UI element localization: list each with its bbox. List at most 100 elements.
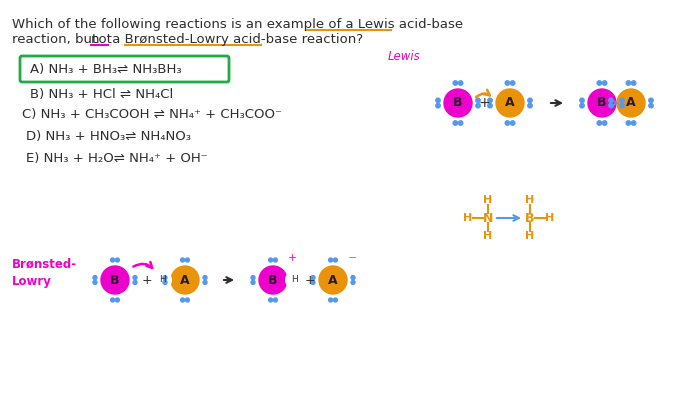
Circle shape: [274, 298, 277, 302]
Circle shape: [510, 81, 514, 85]
Circle shape: [259, 266, 287, 294]
Circle shape: [351, 280, 355, 285]
Text: +: +: [288, 253, 298, 263]
Circle shape: [649, 103, 653, 108]
Circle shape: [528, 98, 532, 103]
Circle shape: [319, 266, 347, 294]
Text: C) NH₃ + CH₃COOH ⇌ NH₄⁺ + CH₃COO⁻: C) NH₃ + CH₃COOH ⇌ NH₄⁺ + CH₃COO⁻: [22, 108, 282, 121]
Text: B) NH₃ + HCl ⇌ NH₄Cl: B) NH₃ + HCl ⇌ NH₄Cl: [30, 88, 174, 101]
Circle shape: [251, 280, 255, 285]
Circle shape: [620, 98, 624, 103]
Circle shape: [274, 258, 277, 262]
Text: H: H: [463, 213, 473, 223]
Circle shape: [580, 103, 584, 108]
Circle shape: [458, 81, 463, 85]
Text: A: A: [505, 97, 514, 110]
Circle shape: [133, 275, 137, 279]
Text: B: B: [597, 97, 607, 110]
Text: B: B: [454, 97, 463, 110]
Circle shape: [311, 280, 315, 285]
Circle shape: [505, 121, 510, 125]
Text: H: H: [545, 213, 554, 223]
Circle shape: [311, 275, 315, 279]
Circle shape: [476, 103, 480, 108]
Circle shape: [603, 121, 607, 125]
Circle shape: [133, 280, 137, 285]
Circle shape: [116, 298, 120, 302]
Text: Lewis: Lewis: [388, 50, 421, 63]
Text: A: A: [626, 97, 636, 110]
Circle shape: [111, 298, 115, 302]
Circle shape: [291, 280, 295, 285]
Circle shape: [617, 89, 645, 117]
Circle shape: [458, 121, 463, 125]
Circle shape: [116, 258, 120, 262]
Text: D) NH₃ + HNO₃⇌ NH₄NO₃: D) NH₃ + HNO₃⇌ NH₄NO₃: [26, 130, 191, 143]
Text: E) NH₃ + H₂O⇌ NH₄⁺ + OH⁻: E) NH₃ + H₂O⇌ NH₄⁺ + OH⁻: [26, 152, 208, 165]
Text: H: H: [526, 195, 535, 205]
Circle shape: [496, 89, 524, 117]
Circle shape: [453, 81, 458, 85]
Circle shape: [528, 103, 532, 108]
Circle shape: [155, 272, 171, 288]
Text: +: +: [304, 274, 315, 286]
Circle shape: [269, 258, 272, 262]
Circle shape: [291, 275, 295, 279]
Circle shape: [453, 121, 458, 125]
Circle shape: [171, 266, 199, 294]
Circle shape: [631, 121, 636, 125]
Text: A: A: [328, 274, 338, 286]
Circle shape: [328, 298, 332, 302]
Circle shape: [203, 275, 207, 279]
Circle shape: [505, 81, 510, 85]
Circle shape: [163, 280, 167, 285]
Circle shape: [186, 298, 190, 302]
Circle shape: [333, 298, 337, 302]
Circle shape: [269, 298, 272, 302]
Text: B: B: [525, 211, 535, 224]
Circle shape: [597, 81, 601, 85]
Text: Which of the following reactions is an example of a Lewis acid-base: Which of the following reactions is an e…: [12, 18, 463, 31]
Circle shape: [510, 121, 514, 125]
Circle shape: [436, 103, 440, 108]
Circle shape: [488, 103, 492, 108]
Text: H: H: [484, 195, 493, 205]
Circle shape: [626, 121, 631, 125]
Circle shape: [286, 272, 302, 288]
Circle shape: [436, 98, 440, 103]
Text: B: B: [268, 274, 278, 286]
Text: not: not: [91, 33, 113, 46]
Text: H: H: [526, 231, 535, 241]
Text: N: N: [483, 211, 493, 224]
Circle shape: [186, 258, 190, 262]
Circle shape: [181, 258, 185, 262]
Circle shape: [181, 298, 185, 302]
Text: B: B: [111, 274, 120, 286]
Circle shape: [476, 98, 480, 103]
Text: H: H: [290, 275, 298, 285]
Circle shape: [620, 103, 624, 108]
Circle shape: [328, 258, 332, 262]
Circle shape: [580, 98, 584, 103]
Circle shape: [626, 81, 631, 85]
Circle shape: [444, 89, 472, 117]
Circle shape: [603, 81, 607, 85]
Circle shape: [609, 103, 613, 108]
Circle shape: [649, 98, 653, 103]
Circle shape: [631, 81, 636, 85]
Circle shape: [251, 275, 255, 279]
Circle shape: [597, 121, 601, 125]
Circle shape: [93, 275, 97, 279]
Text: −: −: [348, 253, 358, 263]
Circle shape: [333, 258, 337, 262]
Text: reaction, but: reaction, but: [12, 33, 102, 46]
Text: a Brønsted-Lowry acid-base reaction?: a Brønsted-Lowry acid-base reaction?: [108, 33, 363, 46]
Text: +: +: [478, 96, 490, 110]
Circle shape: [588, 89, 616, 117]
Circle shape: [488, 98, 492, 103]
Circle shape: [351, 275, 355, 279]
Text: H: H: [160, 275, 167, 285]
Circle shape: [111, 258, 115, 262]
Circle shape: [163, 275, 167, 279]
Circle shape: [101, 266, 129, 294]
